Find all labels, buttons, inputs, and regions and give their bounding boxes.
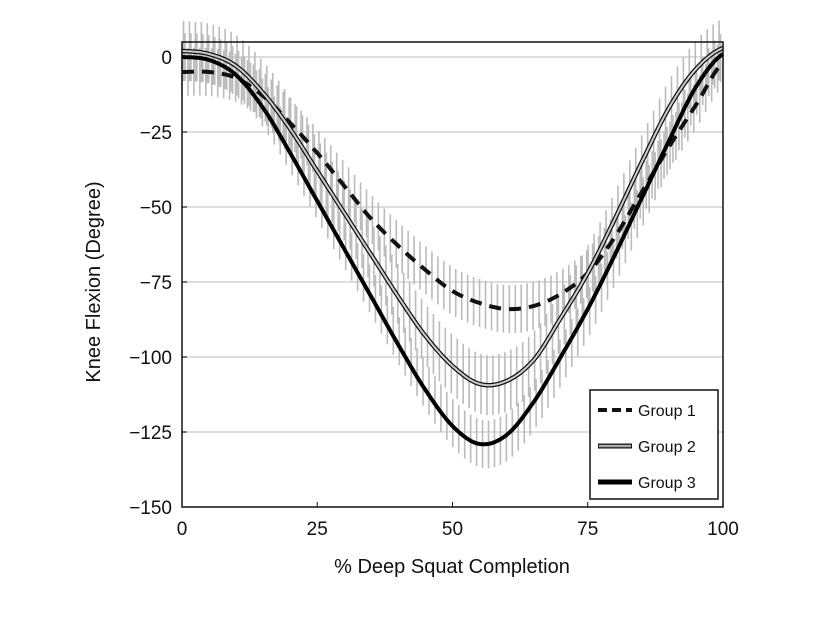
legend-label: Group 1 — [638, 403, 696, 420]
y-tick-label: −25 — [140, 123, 172, 144]
legend: Group 1 Group 2 Group 3 — [589, 389, 719, 500]
y-tick-label: −125 — [129, 423, 172, 444]
y-axis-label: Knee Flexion (Degree) — [83, 181, 105, 382]
series-line-group-3 — [181, 52, 725, 447]
x-tick-label: 75 — [577, 519, 598, 540]
y-tick-label: −75 — [140, 273, 172, 294]
y-tick-label: 0 — [161, 48, 172, 69]
x-tick-label: 0 — [177, 519, 188, 540]
legend-label: Group 3 — [638, 475, 696, 492]
x-tick-label: 100 — [707, 519, 739, 540]
y-tick-label: −150 — [129, 498, 172, 519]
series-line-group-2-inner — [181, 47, 724, 387]
series-line-group-1 — [182, 61, 725, 312]
y-tick-label: −50 — [140, 198, 172, 219]
x-tick-label: 50 — [442, 519, 463, 540]
x-tick-label: 25 — [307, 519, 328, 540]
series-lines — [181, 45, 725, 447]
y-tick-label: −100 — [129, 348, 172, 369]
legend-label: Group 2 — [638, 439, 696, 456]
x-axis-label: % Deep Squat Completion — [334, 556, 570, 578]
